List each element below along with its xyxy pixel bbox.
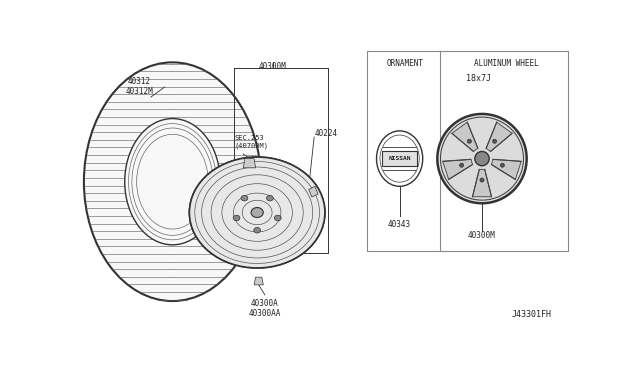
Polygon shape: [308, 186, 318, 197]
Ellipse shape: [493, 139, 497, 143]
Ellipse shape: [251, 208, 263, 218]
Text: SEC.253
(40700M): SEC.253 (40700M): [234, 135, 268, 149]
Polygon shape: [254, 277, 263, 285]
Polygon shape: [443, 159, 472, 179]
Ellipse shape: [467, 139, 472, 143]
Text: 40300M: 40300M: [259, 62, 287, 71]
Text: 18x7J: 18x7J: [467, 74, 492, 83]
Ellipse shape: [475, 151, 489, 166]
Bar: [367, 51, 568, 251]
Polygon shape: [486, 122, 512, 151]
Ellipse shape: [380, 135, 419, 182]
Text: 40300A
40300AA: 40300A 40300AA: [249, 299, 281, 318]
Ellipse shape: [437, 114, 527, 203]
Polygon shape: [243, 158, 255, 168]
Ellipse shape: [241, 195, 248, 201]
Text: ORNAMENT: ORNAMENT: [387, 58, 424, 67]
Ellipse shape: [84, 62, 261, 301]
Ellipse shape: [376, 131, 422, 186]
Text: 40224: 40224: [314, 129, 337, 138]
Polygon shape: [492, 159, 521, 179]
Ellipse shape: [266, 195, 273, 201]
Ellipse shape: [440, 117, 524, 200]
Ellipse shape: [480, 178, 484, 182]
Ellipse shape: [460, 163, 463, 167]
Ellipse shape: [500, 163, 504, 167]
Text: NISSAN: NISSAN: [388, 156, 411, 161]
Polygon shape: [472, 169, 492, 197]
Ellipse shape: [254, 227, 260, 233]
Text: 40312
40312M: 40312 40312M: [125, 77, 153, 96]
Ellipse shape: [125, 119, 220, 245]
Text: J43301FH: J43301FH: [511, 310, 551, 319]
Text: ALUMINUM WHEEL: ALUMINUM WHEEL: [474, 58, 539, 67]
Polygon shape: [452, 122, 478, 151]
Bar: [382, 151, 417, 166]
Ellipse shape: [189, 157, 325, 268]
Text: 40300M: 40300M: [468, 231, 496, 240]
Ellipse shape: [233, 215, 240, 221]
Text: 40343: 40343: [388, 220, 411, 229]
Ellipse shape: [275, 215, 281, 221]
Ellipse shape: [189, 157, 325, 268]
